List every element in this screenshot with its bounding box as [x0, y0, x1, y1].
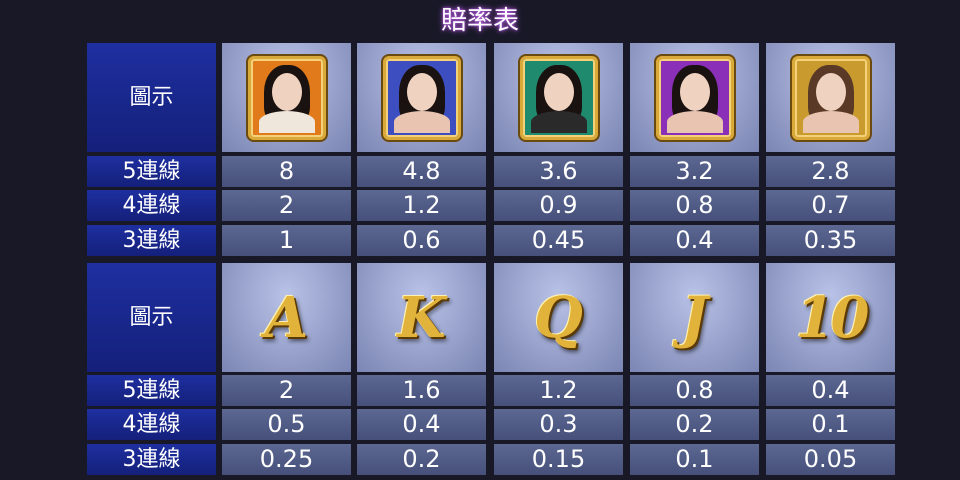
symbol-letter-q: Q — [494, 263, 623, 372]
payout-value: 0.2 — [630, 409, 759, 440]
symbol-portrait-2 — [357, 43, 486, 152]
payout-value: 1 — [222, 225, 351, 256]
payout-value: 0.4 — [357, 409, 486, 440]
symbol-letter-a: A — [222, 263, 351, 372]
symbol-letter-k: K — [357, 263, 486, 372]
payout-value: 3.2 — [630, 156, 759, 187]
payout-value: 0.1 — [766, 409, 895, 440]
payout-value: 8 — [222, 156, 351, 187]
row-label-3-line: 3連線 — [87, 225, 216, 256]
payout-value: 0.1 — [630, 444, 759, 475]
letter-k-icon: K — [397, 284, 446, 351]
payout-value: 0.3 — [494, 409, 623, 440]
payout-value: 0.6 — [357, 225, 486, 256]
payout-value: 0.4 — [766, 375, 895, 406]
portrait-gold-frame-icon — [792, 56, 870, 140]
row-label-5-line: 5連線 — [87, 156, 216, 187]
payout-value: 0.5 — [222, 409, 351, 440]
payout-value: 1.2 — [494, 375, 623, 406]
symbol-portrait-4 — [630, 43, 759, 152]
payout-value: 1.2 — [357, 190, 486, 221]
portrait-blue-frame-icon — [383, 56, 461, 140]
row-label-5-line: 5連線 — [87, 375, 216, 406]
payout-value: 2 — [222, 190, 351, 221]
letter-a-icon: A — [264, 284, 309, 351]
letter-j-icon: J — [681, 284, 708, 351]
payout-value: 0.35 — [766, 225, 895, 256]
payout-value: 0.15 — [494, 444, 623, 475]
letter-q-icon: Q — [534, 284, 583, 351]
payout-value: 4.8 — [357, 156, 486, 187]
row-label-4-line: 4連線 — [87, 409, 216, 440]
symbol-letter-j: J — [630, 263, 759, 372]
row-label-3-line: 3連線 — [87, 444, 216, 475]
portrait-green-frame-icon — [520, 56, 598, 140]
payout-value: 1.6 — [357, 375, 486, 406]
symbol-number-10: 10 — [766, 263, 895, 372]
payout-value: 0.45 — [494, 225, 623, 256]
symbol-header-label: 圖示 — [87, 263, 216, 372]
portrait-purple-frame-icon — [656, 56, 734, 140]
payout-value: 0.8 — [630, 375, 759, 406]
payout-value: 3.6 — [494, 156, 623, 187]
symbol-portrait-3 — [494, 43, 623, 152]
symbol-header-label: 圖示 — [87, 43, 216, 152]
payout-value: 0.25 — [222, 444, 351, 475]
symbol-portrait-1 — [222, 43, 351, 152]
row-label-4-line: 4連線 — [87, 190, 216, 221]
payout-value: 2.8 — [766, 156, 895, 187]
payout-value: 0.7 — [766, 190, 895, 221]
symbol-portrait-5 — [766, 43, 895, 152]
portrait-orange-frame-icon — [248, 56, 326, 140]
payout-value: 0.4 — [630, 225, 759, 256]
payout-value: 2 — [222, 375, 351, 406]
payout-value: 0.8 — [630, 190, 759, 221]
number-10-icon: 10 — [795, 284, 870, 351]
payout-value: 0.2 — [357, 444, 486, 475]
paytable-title: 賠率表 — [440, 6, 519, 36]
payout-value: 0.05 — [766, 444, 895, 475]
payout-value: 0.9 — [494, 190, 623, 221]
